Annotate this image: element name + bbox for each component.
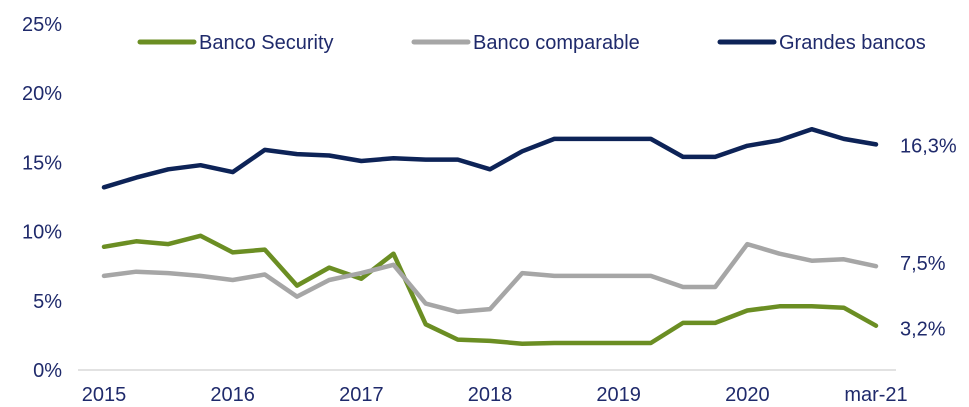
end-labels: 3,2% 7,5% 16,3% [900,135,957,340]
y-tick-label: 0% [33,360,62,382]
x-tick-label: 2018 [468,384,513,406]
y-tick-label: 15% [22,152,62,174]
series-line-banco-security [101,233,879,346]
y-tick-label: 20% [22,83,62,105]
y-axis-ticks: 0% 5% 10% 15% 20% 25% [22,14,62,382]
end-value-label: 3,2% [900,319,946,341]
x-tick-label: 2015 [82,384,127,406]
series-line-grandes-bancos [101,126,879,190]
legend: Banco Security Banco comparable Grandes ba… [137,32,926,54]
series-lines [101,126,879,346]
legend-label: Banco Security [199,32,334,54]
legend-label: Grandes bancos [779,32,926,54]
y-tick-label: 5% [33,291,62,313]
series-line-banco-comparable [101,241,879,315]
y-tick-label: 10% [22,222,62,244]
legend-label: Banco comparable [473,32,640,54]
x-tick-label: 2020 [725,384,770,406]
y-tick-label: 25% [22,14,62,36]
x-tick-label: 2017 [339,384,384,406]
x-axis-ticks: 2015 2016 2017 2018 2019 2020 mar-21 [82,384,908,406]
end-value-label: 7,5% [900,253,946,275]
x-tick-label: mar-21 [844,384,907,406]
x-tick-label: 2016 [210,384,255,406]
end-value-label: 16,3% [900,135,957,157]
x-tick-label: 2019 [596,384,641,406]
